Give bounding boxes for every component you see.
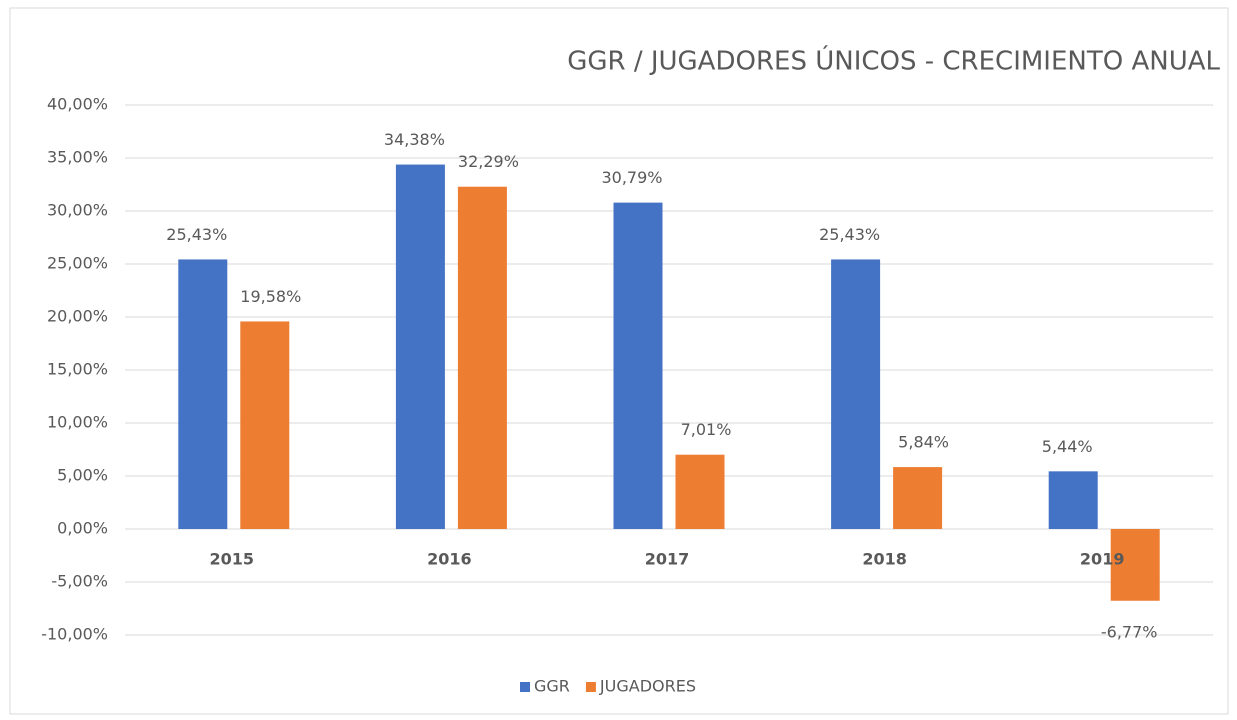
bar (457, 186, 507, 529)
y-tick-label: 20,00% (47, 307, 108, 326)
y-tick-label: 10,00% (47, 413, 108, 432)
bar (1048, 471, 1098, 529)
bar (178, 259, 228, 529)
x-tick-label: 2017 (645, 550, 690, 569)
chart-title: GGR / JUGADORES ÚNICOS - CRECIMIENTO ANU… (567, 45, 1220, 77)
bar (831, 259, 881, 529)
y-tick-label: 25,00% (47, 254, 108, 273)
y-tick-label: -10,00% (41, 625, 108, 644)
x-tick-label: 2015 (210, 550, 255, 569)
y-tick-label: 15,00% (47, 360, 108, 379)
bar (395, 164, 445, 529)
data-label: 34,38% (384, 130, 445, 149)
x-tick-label: 2018 (862, 550, 907, 569)
data-label: 7,01% (681, 420, 732, 439)
legend-swatch (585, 682, 596, 692)
data-label: 25,43% (819, 225, 880, 244)
data-label: 30,79% (601, 168, 662, 187)
data-label: 32,29% (458, 152, 519, 171)
bar (1110, 529, 1160, 601)
bar (893, 467, 943, 529)
legend-swatch (520, 682, 530, 692)
y-tick-label: 35,00% (47, 148, 108, 167)
x-tick-label: 2016 (427, 550, 472, 569)
data-label: -6,77% (1101, 622, 1158, 641)
bar (240, 321, 290, 529)
y-tick-label: 5,00% (57, 466, 108, 485)
x-tick-label: 2019 (1080, 550, 1125, 569)
bar (613, 202, 663, 529)
data-label: 5,84% (898, 433, 949, 452)
y-tick-label: 0,00% (57, 519, 108, 538)
y-tick-label: 40,00% (47, 95, 108, 114)
y-tick-label: -5,00% (51, 572, 108, 591)
y-tick-label: 30,00% (47, 201, 108, 220)
bar (675, 454, 725, 529)
legend-label: JUGADORES (599, 677, 696, 696)
data-label: 19,58% (240, 287, 301, 306)
legend-label: GGR (534, 677, 570, 696)
data-label: 25,43% (166, 225, 227, 244)
data-label: 5,44% (1042, 437, 1093, 456)
